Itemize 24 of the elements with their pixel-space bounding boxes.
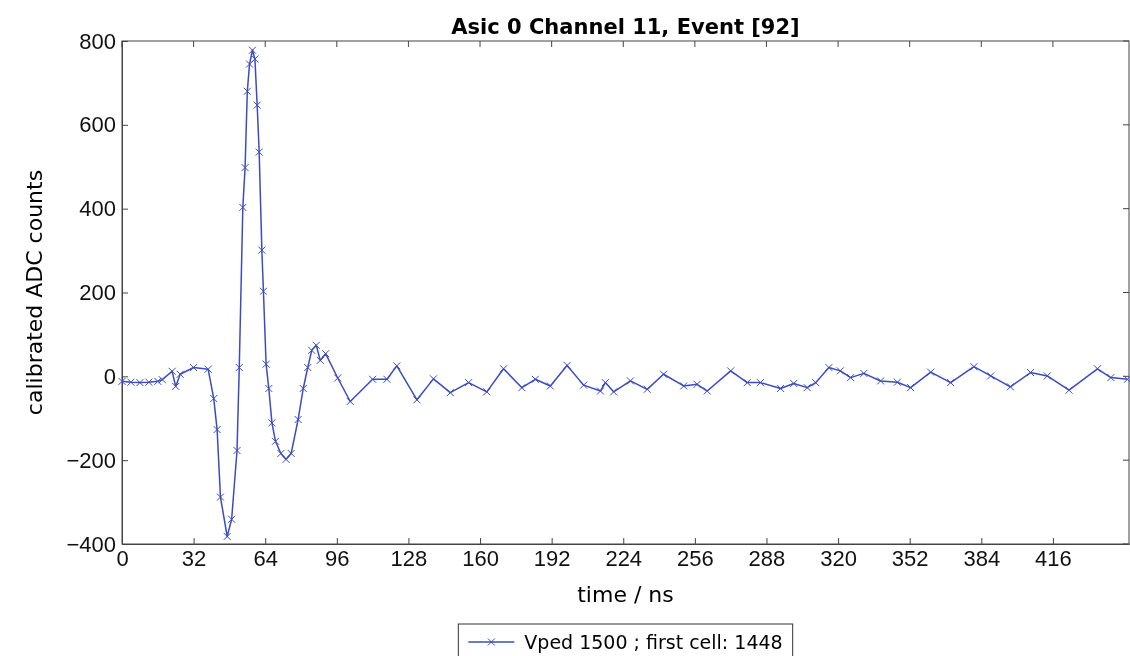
x-tick-label: 384: [963, 545, 1001, 571]
x-tick-label: 224: [605, 545, 643, 571]
x-tick-label: 160: [462, 545, 499, 571]
legend-label: Vped 1500 ; first cell: 1448: [524, 631, 783, 653]
x-tick-label: 128: [390, 545, 428, 571]
x-tick-label: 192: [533, 545, 571, 571]
y-tick-label: −400: [66, 531, 116, 557]
x-tick-label: 288: [748, 545, 786, 571]
y-axis-title: calibrated ADC counts: [22, 169, 47, 416]
chart-title: Asic 0 Channel 11, Event [92]: [451, 15, 800, 39]
y-tick-label: −200: [66, 447, 116, 473]
y-tick-label: 600: [79, 112, 116, 138]
x-tick-label: 352: [891, 545, 929, 571]
y-tick-label: 0: [103, 363, 116, 389]
x-axis-title: time / ns: [577, 582, 674, 607]
x-tick-label: 416: [1035, 545, 1072, 571]
x-tick-label: 96: [325, 545, 350, 571]
x-tick-label: 256: [677, 545, 714, 571]
x-tick-label: 32: [181, 545, 207, 571]
y-tick-label: 400: [79, 196, 116, 222]
y-tick-label: 800: [79, 28, 116, 54]
y-tick-label: 200: [79, 280, 116, 306]
x-tick-label: 320: [820, 545, 857, 571]
x-tick-label: 64: [253, 545, 278, 571]
